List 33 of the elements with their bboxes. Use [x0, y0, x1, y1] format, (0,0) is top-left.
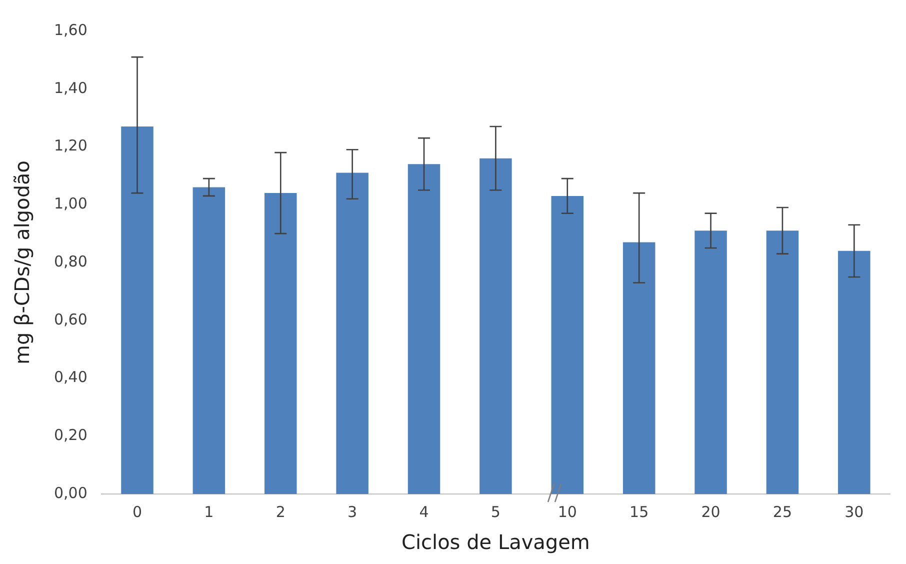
y-tick-label: 0,60: [54, 310, 88, 328]
x-axis-title: Ciclos de Lavagem: [401, 530, 590, 554]
x-tick-label: 3: [348, 502, 358, 521]
bar: [336, 172, 368, 494]
y-tick-label: 1,00: [54, 194, 88, 213]
y-tick-label: 1,60: [54, 20, 88, 39]
bar: [622, 242, 656, 494]
bar: [121, 126, 154, 494]
x-tick-label: 1: [204, 502, 214, 521]
bar: [766, 230, 799, 494]
bar: [694, 230, 727, 494]
x-tick-label: 10: [558, 502, 577, 521]
y-tick-label: 0,00: [54, 484, 88, 502]
y-tick-label: 1,20: [54, 136, 88, 155]
x-tick-label: 5: [490, 502, 500, 521]
bar: [192, 187, 226, 494]
bar: [551, 196, 584, 494]
bar: [408, 164, 440, 494]
x-tick-label: 30: [844, 502, 864, 521]
y-axis-title: mg β-CDs/g algodão: [10, 160, 34, 365]
y-tick-label: 0,40: [54, 368, 88, 386]
x-tick-label: 0: [132, 502, 142, 521]
x-tick-label: 4: [419, 502, 429, 521]
x-tick-label: 15: [630, 502, 649, 521]
bar: [838, 250, 870, 494]
bar: [264, 193, 297, 494]
x-tick-label: 2: [276, 502, 286, 521]
bar: [480, 158, 512, 494]
x-tick-label: 25: [772, 502, 792, 521]
y-tick-label: 0,20: [54, 426, 88, 444]
x-tick-label: 20: [701, 502, 720, 521]
y-tick-label: 1,40: [54, 78, 88, 97]
y-tick-label: 0,80: [54, 252, 88, 270]
